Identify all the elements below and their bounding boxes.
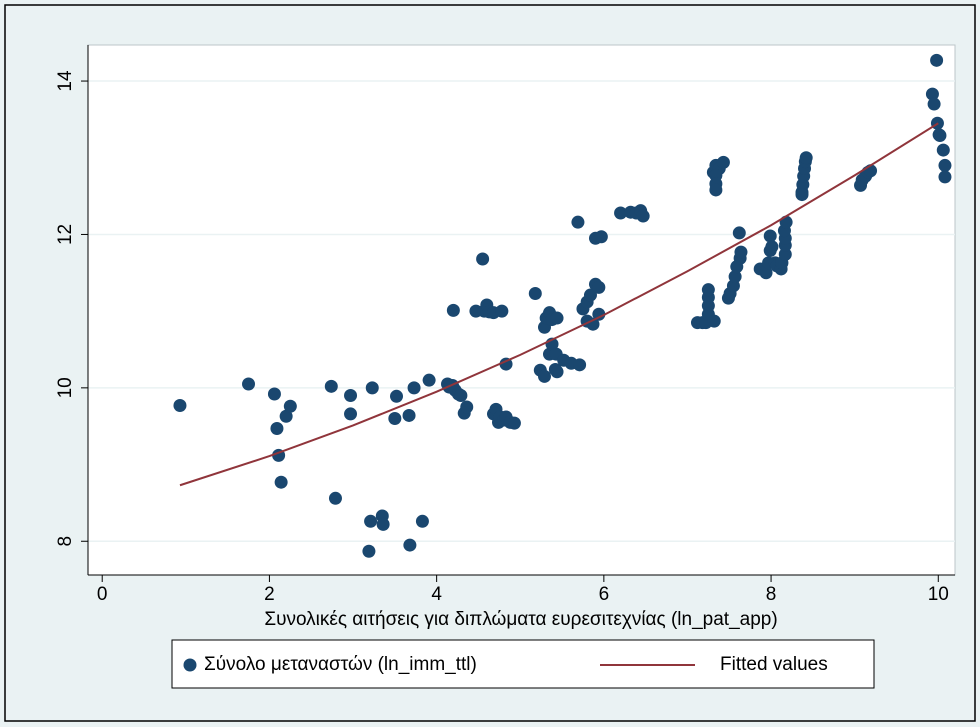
point [507,416,521,430]
point [573,358,587,372]
point [938,170,952,184]
point [283,399,297,413]
point [734,245,748,259]
x-tick-label: 6 [599,584,610,605]
point [779,215,793,229]
point [707,314,721,328]
point [390,389,404,403]
point [376,517,390,531]
point [402,408,416,422]
point [701,283,715,297]
y-tick-label: 12 [55,224,76,245]
point [274,475,288,489]
point [933,129,947,143]
point [759,266,773,280]
point [499,357,513,371]
point [936,143,950,157]
point [454,389,468,403]
point [938,158,952,172]
point [344,407,358,421]
point [732,226,746,240]
point [594,230,608,244]
point [415,514,429,528]
point [344,389,358,403]
plot-area [87,44,956,576]
point [324,379,338,393]
point [592,307,606,321]
point [362,544,376,558]
legend [171,639,875,689]
point [765,240,779,254]
point [614,206,628,220]
point [365,381,379,395]
x-tick-label: 0 [97,584,108,605]
point [763,229,777,243]
point [709,183,723,197]
x-tick-label: 2 [264,584,275,605]
point [636,209,650,223]
point [930,53,944,67]
fitted-line [179,122,939,487]
point [925,87,939,101]
point [364,514,378,528]
x-tick-label: 10 [928,584,949,605]
point [446,303,460,317]
x-axis-label: Συνολικές αιτήσεις για διπλώματα ευρεσιτ… [264,609,777,630]
point [328,491,342,505]
point [279,409,293,423]
point [799,151,813,165]
y-tick-label: 10 [55,377,76,398]
point [927,97,941,111]
x-tick-label: 4 [431,584,442,605]
point [716,155,730,169]
point [537,369,551,383]
legend-label: Fitted values [720,654,828,675]
point [422,373,436,387]
outer-frame [4,4,976,722]
point [550,365,564,379]
point [242,377,256,391]
point [571,215,585,229]
point [388,412,402,426]
point [583,288,597,302]
point [267,387,281,401]
point [403,538,417,552]
point [592,280,606,294]
legend-label: Σύνολο μεταναστών (ln_imm_ttl) [204,654,477,675]
x-tick-label: 8 [766,584,777,605]
point [460,400,474,414]
point [550,311,564,325]
point [728,270,742,284]
y-tick-label: 14 [55,70,76,92]
y-tick-label: 8 [55,536,76,547]
point [795,188,809,202]
point [778,247,792,261]
legend-marker [183,658,197,672]
point [495,304,509,318]
point [173,398,187,412]
point [270,422,284,436]
point [528,287,542,301]
point [476,252,490,266]
point [407,381,421,395]
